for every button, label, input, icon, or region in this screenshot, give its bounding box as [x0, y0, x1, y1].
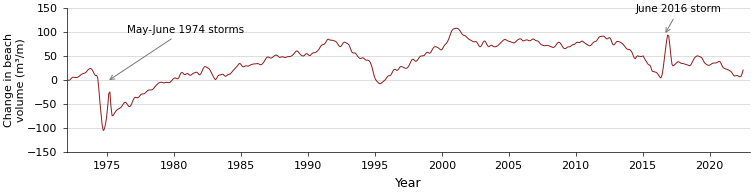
- Text: June 2016 storm: June 2016 storm: [636, 4, 722, 32]
- Text: May-June 1974 storms: May-June 1974 storms: [110, 25, 244, 80]
- X-axis label: Year: Year: [395, 177, 421, 190]
- Y-axis label: Change in beach
volume (m³/m): Change in beach volume (m³/m): [5, 33, 26, 127]
